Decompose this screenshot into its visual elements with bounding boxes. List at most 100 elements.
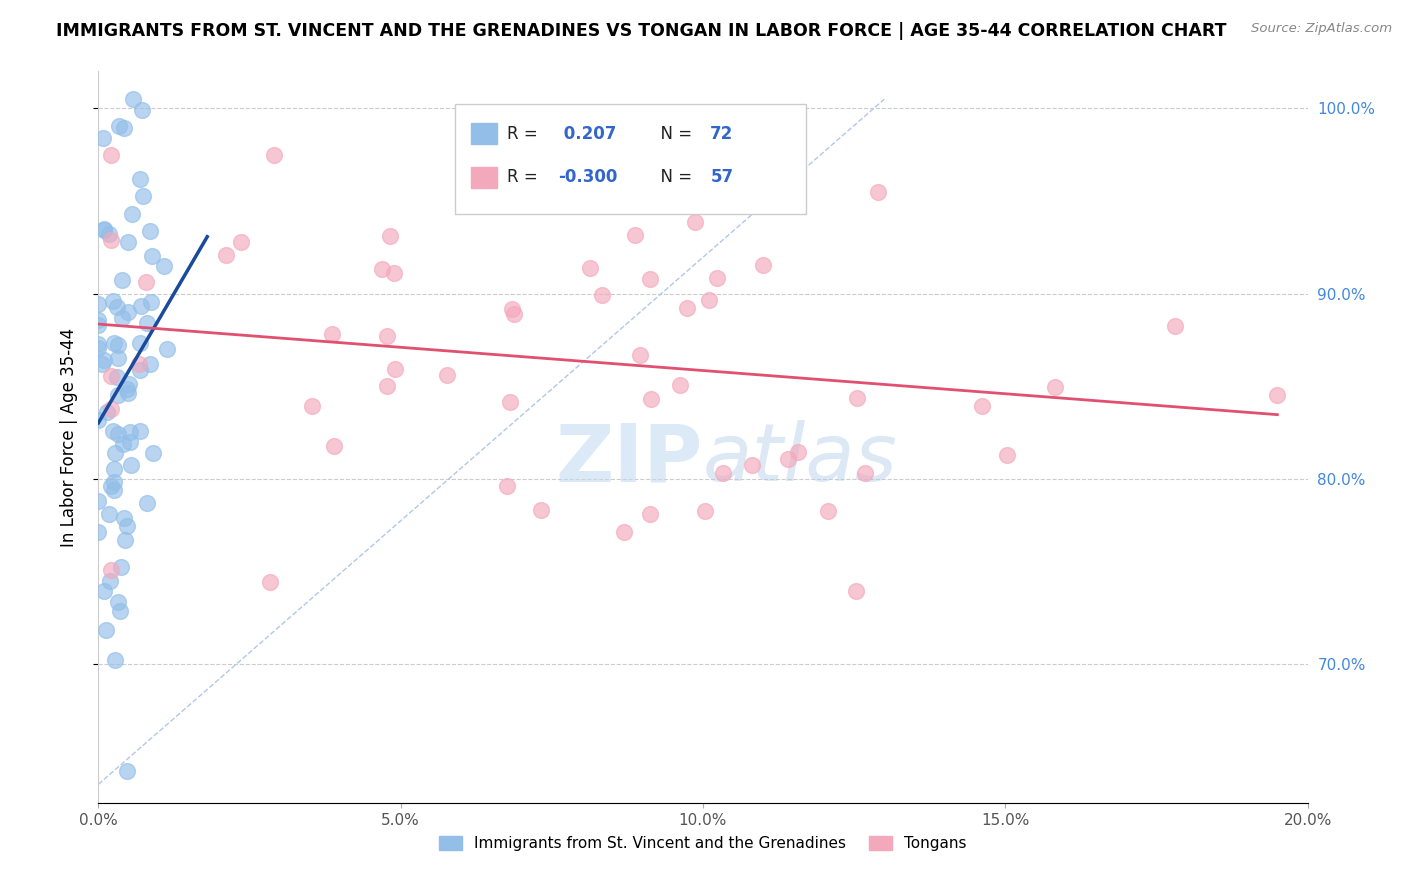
Point <box>491 147 513 161</box>
Text: ZIP: ZIP <box>555 420 703 498</box>
Point <box>259 574 281 589</box>
Point <box>120 425 142 440</box>
Point <box>128 424 150 438</box>
Point <box>129 336 152 351</box>
Point <box>845 391 868 405</box>
Point <box>87 413 110 427</box>
Point <box>87 313 110 327</box>
Bar <box>471 167 498 187</box>
Point <box>501 302 523 317</box>
Point <box>138 223 160 237</box>
Point <box>638 508 661 522</box>
Point <box>117 305 139 319</box>
Point <box>135 496 157 510</box>
Point <box>87 525 110 540</box>
Point <box>995 448 1018 462</box>
Point <box>135 275 157 289</box>
Point <box>103 462 125 476</box>
Point <box>93 353 115 368</box>
Point <box>108 119 131 133</box>
Point <box>93 584 115 599</box>
Point <box>613 525 636 540</box>
Point <box>117 386 139 401</box>
Point <box>114 533 136 547</box>
Point <box>100 368 122 383</box>
Point <box>105 301 128 315</box>
Point <box>87 297 110 311</box>
Point <box>111 310 134 325</box>
Y-axis label: In Labor Force | Age 35-44: In Labor Force | Age 35-44 <box>59 327 77 547</box>
Text: N =: N = <box>650 125 697 143</box>
Point <box>155 342 177 356</box>
Point <box>263 147 285 161</box>
Point <box>101 425 124 439</box>
Point <box>118 434 141 449</box>
Point <box>496 479 519 493</box>
Point <box>375 328 398 343</box>
Point <box>98 227 121 241</box>
Point <box>301 399 323 413</box>
Point <box>111 437 134 451</box>
Point <box>706 271 728 285</box>
Point <box>118 376 141 391</box>
Point <box>499 395 522 409</box>
Point <box>640 392 662 407</box>
Text: Source: ZipAtlas.com: Source: ZipAtlas.com <box>1251 22 1392 36</box>
Point <box>530 502 553 516</box>
Text: atlas: atlas <box>703 420 898 498</box>
Point <box>107 337 129 351</box>
Point <box>112 120 135 135</box>
Point <box>96 405 118 419</box>
Point <box>87 494 110 508</box>
Point <box>100 563 122 577</box>
Point <box>111 273 134 287</box>
Text: 72: 72 <box>710 125 734 143</box>
Point <box>321 326 343 341</box>
Point <box>100 147 122 161</box>
Legend: Immigrants from St. Vincent and the Grenadines, Tongans: Immigrants from St. Vincent and the Gren… <box>433 830 973 857</box>
Point <box>323 439 346 453</box>
Point <box>103 483 125 498</box>
Point <box>103 475 125 489</box>
Point <box>107 388 129 402</box>
Point <box>1163 319 1185 334</box>
Point <box>97 508 120 522</box>
Point <box>741 458 763 473</box>
Point <box>112 511 135 525</box>
Point <box>121 92 143 106</box>
Point <box>711 467 734 481</box>
Point <box>141 250 163 264</box>
Point <box>128 357 150 371</box>
Point <box>752 259 775 273</box>
Point <box>778 451 800 466</box>
Text: N =: N = <box>650 169 697 186</box>
Point <box>108 604 131 618</box>
Point <box>94 623 117 637</box>
Point <box>87 341 110 355</box>
Point <box>117 235 139 249</box>
Point <box>121 207 143 221</box>
Point <box>107 426 129 441</box>
Point <box>100 402 122 417</box>
Text: IMMIGRANTS FROM ST. VINCENT AND THE GRENADINES VS TONGAN IN LABOR FORCE | AGE 35: IMMIGRANTS FROM ST. VINCENT AND THE GREN… <box>56 22 1227 40</box>
Point <box>104 653 127 667</box>
Point <box>117 764 139 778</box>
Point <box>624 228 647 243</box>
Point <box>717 147 740 161</box>
Point <box>1267 387 1289 401</box>
Point <box>628 347 651 361</box>
Point <box>1045 379 1067 393</box>
Point <box>115 518 138 533</box>
Point <box>107 595 129 609</box>
Text: 0.207: 0.207 <box>558 125 616 143</box>
Point <box>103 335 125 350</box>
Point <box>693 504 716 518</box>
Point <box>503 307 526 321</box>
Point <box>638 272 661 286</box>
Point <box>786 445 808 459</box>
Text: 57: 57 <box>710 169 734 186</box>
Bar <box>471 123 498 144</box>
Point <box>215 248 238 262</box>
Point <box>591 288 613 302</box>
Point <box>382 266 405 280</box>
